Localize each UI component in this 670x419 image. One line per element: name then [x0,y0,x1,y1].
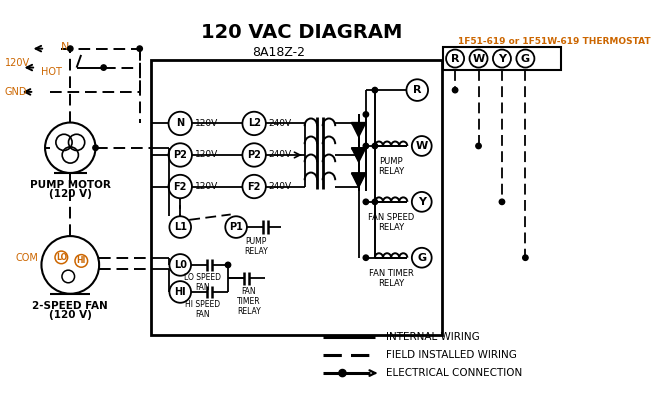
Circle shape [499,199,505,204]
Text: LO: LO [56,253,67,262]
Text: L0: L0 [174,260,187,270]
Text: F2: F2 [247,181,261,191]
Text: ELECTRICAL CONNECTION: ELECTRICAL CONNECTION [386,368,522,378]
Text: GND: GND [5,87,27,97]
Text: COM: COM [16,253,39,263]
Text: P2: P2 [247,150,261,160]
Text: PUMP MOTOR: PUMP MOTOR [30,180,111,190]
Circle shape [93,145,98,150]
Circle shape [493,49,511,67]
Circle shape [356,152,361,158]
Circle shape [470,49,488,67]
Text: (120 V): (120 V) [49,189,92,199]
Text: PUMP
RELAY: PUMP RELAY [378,157,404,176]
Circle shape [446,49,464,67]
Text: FAN TIMER
RELAY: FAN TIMER RELAY [369,269,413,288]
Text: HI SPEED
FAN: HI SPEED FAN [185,300,220,319]
Text: 120V: 120V [5,58,29,68]
Text: L2: L2 [248,119,261,129]
Text: W: W [415,141,428,151]
Text: 240V: 240V [269,182,291,191]
Circle shape [373,88,378,93]
Text: 1F51-619 or 1F51W-619 THERMOSTAT: 1F51-619 or 1F51W-619 THERMOSTAT [458,37,651,46]
Circle shape [356,178,361,183]
Circle shape [373,143,378,149]
Text: FAN
TIMER
RELAY: FAN TIMER RELAY [237,287,261,316]
Circle shape [476,143,481,149]
Text: (120 V): (120 V) [49,310,92,320]
Text: FAN SPEED
RELAY: FAN SPEED RELAY [368,213,414,232]
Text: PUMP
RELAY: PUMP RELAY [244,237,268,256]
Circle shape [363,112,369,117]
Text: 120 VAC DIAGRAM: 120 VAC DIAGRAM [201,23,403,42]
Bar [444,47,561,70]
Text: 8A18Z-2: 8A18Z-2 [252,46,305,59]
Polygon shape [352,173,366,187]
Circle shape [68,46,73,52]
Circle shape [225,262,230,268]
Circle shape [517,49,535,67]
Text: LO SPEED
FAN: LO SPEED FAN [184,273,221,292]
Text: P1: P1 [229,222,243,232]
Circle shape [363,143,369,149]
Text: R: R [451,54,460,64]
Text: G: G [417,253,426,263]
Bar [151,60,442,335]
Circle shape [339,370,346,377]
Circle shape [363,199,369,204]
Text: N: N [61,42,70,52]
Text: N: N [176,119,184,129]
Circle shape [452,88,458,93]
Circle shape [101,65,107,70]
Text: 2-SPEED FAN: 2-SPEED FAN [32,301,108,311]
Text: Y: Y [498,54,506,64]
Polygon shape [352,148,366,162]
Circle shape [137,46,143,52]
Text: HI: HI [76,256,86,265]
Text: 120V: 120V [195,119,218,128]
Text: FIELD INSTALLED WIRING: FIELD INSTALLED WIRING [386,350,517,360]
Text: 120V: 120V [195,182,218,191]
Circle shape [523,255,528,261]
Circle shape [363,255,369,261]
Text: L1: L1 [174,222,187,232]
Text: 240V: 240V [269,119,291,128]
Polygon shape [352,122,366,137]
Text: INTERNAL WIRING: INTERNAL WIRING [386,332,480,342]
Text: R: R [413,85,421,95]
Text: G: G [521,54,530,64]
Text: P2: P2 [174,150,187,160]
Text: F2: F2 [174,181,187,191]
Text: 120V: 120V [195,150,218,160]
Text: HI: HI [174,287,186,297]
Text: W: W [472,54,484,64]
Circle shape [373,199,378,204]
Text: Y: Y [418,197,425,207]
Text: 240V: 240V [269,150,291,160]
Text: HOT: HOT [41,67,62,77]
